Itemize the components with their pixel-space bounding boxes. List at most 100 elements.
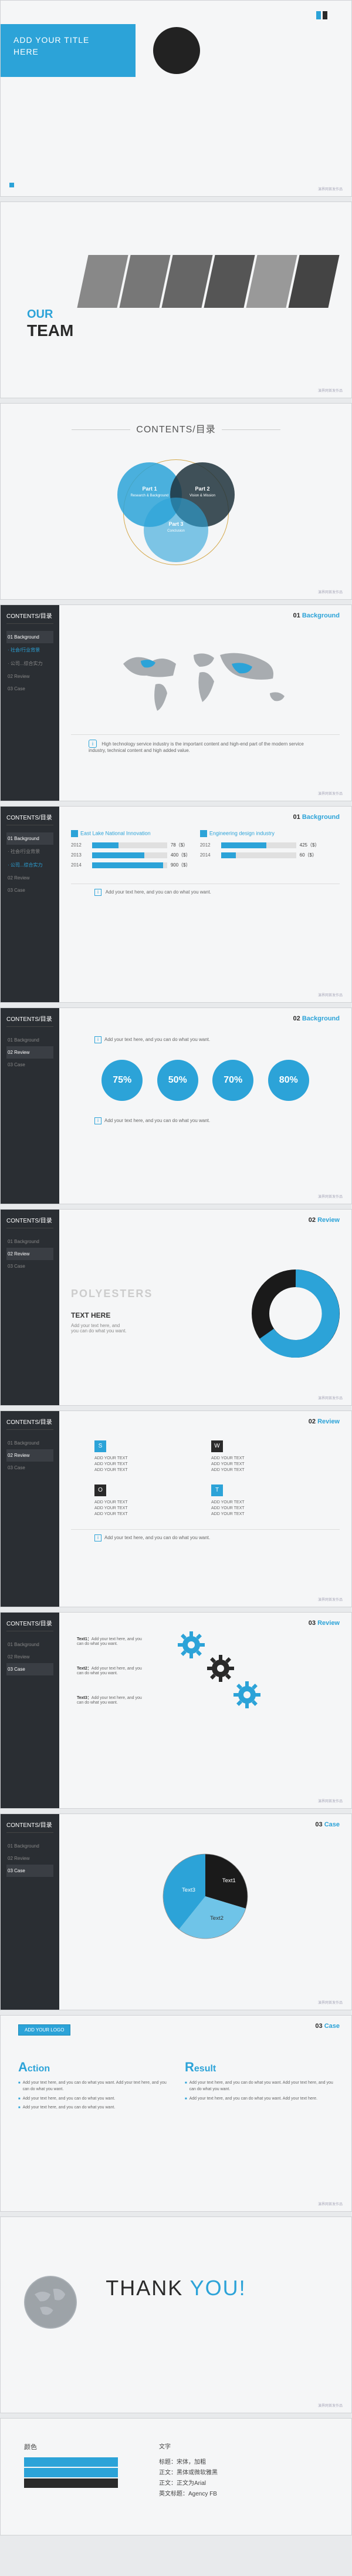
sidebar-item[interactable]: 02 Review	[6, 1248, 53, 1260]
swatch	[24, 2457, 118, 2467]
swot-box: SADD YOUR TEXT ADD YOUR TEXT ADD YOUR TE…	[94, 1440, 199, 1473]
slide-action-result: ADD YOUR LOGO 03 Case ActionAdd your tex…	[0, 2015, 352, 2212]
swot-box: TADD YOUR TEXT ADD YOUR TEXT ADD YOUR TE…	[211, 1485, 316, 1517]
sidebar-item[interactable]: 01 Background	[6, 631, 53, 643]
slide-bars: CONTENTS/目录 01 Background · 社会/行业背景 · 公司…	[0, 806, 352, 1003]
team-photo	[288, 255, 339, 308]
footer-text: 演界网首发作品	[318, 388, 343, 393]
sidebar-header: CONTENTS/目录	[6, 1215, 53, 1228]
sidebar: CONTENTS/目录 01 Background 02 Review 03 C…	[1, 1008, 59, 1204]
svg-text:Text2: Text2	[210, 1915, 224, 1922]
team-our: OUR	[27, 308, 73, 321]
footer-text: 演界网首发作品	[318, 2403, 343, 2408]
venn-diagram: Part 1Research & Background Part 2Vision…	[117, 462, 235, 568]
credits-line: 标题：宋体，加粗	[159, 2457, 306, 2468]
sidebar: CONTENTS/目录 01 Background · 社会/行业背景 · 公司…	[1, 807, 59, 1002]
gear-text: Text2：Add your text here, and you can do…	[77, 1665, 147, 1675]
sidebar-item[interactable]: 01 Background	[6, 1034, 53, 1046]
donut-title: TEXT HERE	[71, 1311, 240, 1319]
sidebar-item[interactable]: 02 Review	[6, 1651, 53, 1663]
sidebar-item[interactable]: 01 Background	[6, 1235, 53, 1248]
swatch	[24, 2468, 118, 2477]
sidebar-item[interactable]: 03 Case	[6, 683, 53, 695]
team-title: OUR TEAM	[27, 308, 73, 340]
globe-icon	[24, 2276, 77, 2329]
footer-text: 演界网首发作品	[318, 589, 343, 595]
contents-header-text: CONTENTS/目录	[136, 425, 215, 435]
footer-text: 演界网首发作品	[318, 1597, 343, 1602]
gear-text: Text1：Add your text here, and you can do…	[77, 1636, 147, 1646]
credits-line: 正文：正文为Arial	[159, 2478, 306, 2489]
bar-row: 201460（$）	[200, 852, 329, 858]
sidebar-item[interactable]: 01 Background	[6, 1840, 53, 1852]
gear-icon	[232, 1680, 262, 1710]
team-team: TEAM	[27, 321, 73, 340]
sidebar-item[interactable]: 03 Case	[6, 1663, 53, 1675]
percent-circle: 50%	[157, 1060, 198, 1101]
percent-circle: 80%	[268, 1060, 309, 1101]
donut-chart	[252, 1269, 340, 1358]
sidebar: CONTENTS/目录 01 Background 02 Review 03 C…	[1, 1210, 59, 1405]
sidebar: CONTENTS/目录 01 Background 02 Review 03 C…	[1, 1411, 59, 1607]
team-photos	[77, 255, 339, 308]
svg-text:Text1: Text1	[222, 1878, 236, 1884]
sidebar-item[interactable]: 03 Case	[6, 1059, 53, 1071]
footer-text: 演界网首发作品	[318, 186, 343, 192]
sidebar-header: CONTENTS/目录	[6, 1417, 53, 1430]
sidebar-item[interactable]: · 社会/行业背景	[6, 845, 53, 858]
sidebar-item[interactable]: 03 Case	[6, 1865, 53, 1877]
sidebar-item[interactable]: 02 Review	[6, 670, 53, 683]
sidebar-item[interactable]: · 公司...综合实力	[6, 657, 53, 670]
sidebar-item[interactable]: · 公司...综合实力	[6, 858, 53, 872]
footer-text: 演界网首发作品	[318, 992, 343, 998]
contents-header: CONTENTS/目录	[1, 404, 351, 435]
sidebar-header: CONTENTS/目录	[6, 812, 53, 825]
footer-text: 演界网首发作品	[318, 1194, 343, 1199]
sidebar-item[interactable]: · 社会/行业背景	[6, 643, 53, 657]
percent-circle: 75%	[101, 1060, 143, 1101]
bar-row: 2014900（$）	[71, 862, 200, 868]
hint-text: iAdd your text here, and you can do what…	[71, 1032, 340, 1048]
gear-icon	[206, 1654, 235, 1683]
bars-col-title: Engineering design industry	[200, 830, 329, 837]
watermark: POLYESTERS	[71, 1288, 153, 1300]
gear-text: Text3：Add your text here, and you can do…	[77, 1695, 147, 1705]
sidebar-item[interactable]: 02 Review	[6, 872, 53, 884]
sidebar-item[interactable]: 01 Background	[6, 832, 53, 845]
sidebar-item[interactable]: 01 Background	[6, 1638, 53, 1651]
bar-row: 2012425（$）	[200, 842, 329, 848]
sidebar-item[interactable]: 02 Review	[6, 1046, 53, 1059]
sidebar-header: CONTENTS/目录	[6, 1618, 53, 1631]
sidebar-item[interactable]: 01 Background	[6, 1437, 53, 1449]
credits-line: 英文标题：Agency FB	[159, 2489, 306, 2500]
donut-sub: Add your text here, and you can do what …	[71, 1323, 240, 1334]
accent-marks	[316, 11, 328, 17]
swot-box: OADD YOUR TEXT ADD YOUR TEXT ADD YOUR TE…	[94, 1485, 199, 1517]
slide-worldmap: CONTENTS/目录 01 Background · 社会/行业背景 · 公司…	[0, 604, 352, 801]
hero-photo	[153, 27, 200, 74]
slide-swot: CONTENTS/目录 01 Background 02 Review 03 C…	[0, 1410, 352, 1607]
sidebar-item[interactable]: 03 Case	[6, 884, 53, 896]
sidebar-item[interactable]: 03 Case	[6, 1260, 53, 1272]
pie-chart: Text1 Text2 Text3	[158, 1849, 252, 1943]
world-map	[111, 634, 299, 728]
text-column: ActionAdd your text here, and you can do…	[18, 2057, 167, 2114]
swot-grid: SADD YOUR TEXT ADD YOUR TEXT ADD YOUR TE…	[71, 1435, 340, 1523]
sidebar-item[interactable]: 02 Review	[6, 1449, 53, 1462]
hint-text: i Add your text here, and you can do wha…	[71, 884, 340, 901]
info-icon: i	[94, 889, 101, 896]
sidebar: CONTENTS/目录 01 Background 02 Review 03 C…	[1, 1814, 59, 2010]
credits-color-label: 颜色	[24, 2442, 141, 2451]
footer-text: 演界网首发作品	[318, 2000, 343, 2005]
sidebar-item[interactable]: 02 Review	[6, 1852, 53, 1865]
gear-icon	[177, 1630, 206, 1660]
slide-team: OUR TEAM 演界网首发作品	[0, 201, 352, 398]
gears-area: Text1：Add your text here, and you can do…	[59, 1613, 352, 1648]
footer-text: 演界网首发作品	[318, 791, 343, 796]
bars-area: East Lake National Innovation201278（$）20…	[59, 807, 351, 1002]
bar-row: 2013400（$）	[71, 852, 200, 858]
map-caption: i High technology service industry is th…	[71, 734, 340, 758]
sidebar: CONTENTS/目录 01 Background · 社会/行业背景 · 公司…	[1, 605, 59, 801]
bars-col-title: East Lake National Innovation	[71, 830, 200, 837]
sidebar-item[interactable]: 03 Case	[6, 1462, 53, 1474]
